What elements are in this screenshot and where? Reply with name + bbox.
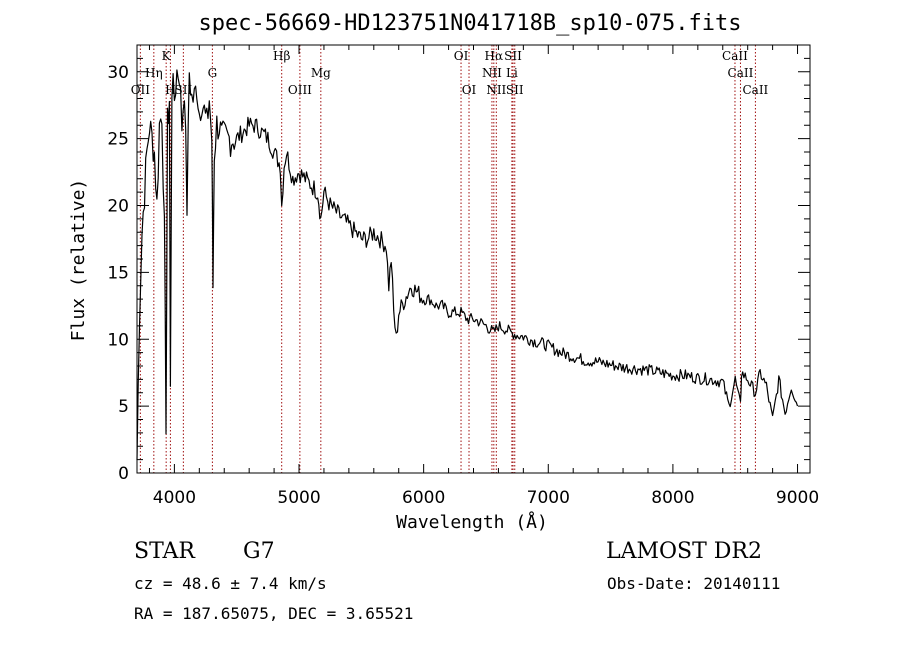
observation-date: Obs-Date: 20140111 [607, 574, 781, 593]
spectral-line-label: OII [131, 83, 151, 97]
chart-title: spec-56669-HD123751N041718B_sp10-075.fit… [198, 11, 741, 36]
spectral-line-label: SII [175, 83, 193, 97]
spectral-line-label: SII [504, 49, 522, 63]
x-tick-label: 6000 [402, 488, 445, 508]
spectral-line-label: Hα [485, 49, 504, 63]
x-tick-label: 9000 [776, 488, 819, 508]
spectral-line-label: OI [454, 49, 469, 63]
x-tick-label: 5000 [277, 488, 320, 508]
y-tick-label: 5 [118, 397, 129, 417]
spectrum-series-line [136, 69, 799, 461]
spectral-line-label: CaII [742, 83, 768, 97]
coordinates-readout: RA = 187.65075, DEC = 3.65521 [134, 604, 414, 623]
spectral-line-label: G [208, 66, 218, 80]
spectral-line-label: Hβ [273, 49, 290, 63]
plot-frame [136, 44, 811, 474]
spectral-line-label: H [165, 83, 175, 97]
x-tick-label: 4000 [153, 488, 196, 508]
redshift-readout: cz = 48.6 ± 7.4 km/s [134, 574, 327, 593]
y-tick-label: 20 [107, 197, 129, 217]
spectral-line-markers [139, 45, 756, 473]
y-axis: 0 5 10 15 20 25 30 [107, 44, 810, 484]
y-tick-label: 10 [107, 330, 129, 350]
spectral-line-label: CaII [728, 66, 754, 80]
y-tick-label: 0 [118, 464, 129, 484]
spectral-line-label: OIII [288, 83, 312, 97]
spectral-line-label: Li [506, 66, 518, 80]
y-tick-label: 15 [107, 263, 129, 283]
spectral-line-label: NII [482, 66, 502, 80]
spectral-line-label: K [162, 49, 172, 63]
spectral-line-label: Mg [311, 66, 331, 80]
survey-name: LAMOST DR2 [606, 539, 762, 564]
spectral-line-label: Hη [145, 66, 163, 80]
spectral-line-label: SII [506, 83, 524, 97]
spectral-line-label: OI [462, 83, 477, 97]
object-subclass: G7 [243, 539, 275, 564]
spectral-line-label: CaII [722, 49, 748, 63]
y-tick-label: 25 [107, 130, 129, 150]
object-class: STAR [134, 539, 195, 564]
x-tick-label: 7000 [527, 488, 570, 508]
x-tick-label: 8000 [651, 488, 694, 508]
spectral-line-label: NII [486, 83, 506, 97]
spectral-line-labels: OIIHηKHSIIGHβOIIIMgOIOINIIHαNIILiSIISIIC… [131, 49, 769, 97]
y-tick-label: 30 [107, 63, 129, 83]
x-axis: 4000 5000 6000 7000 8000 9000 [148, 45, 819, 508]
x-axis-label: Wavelength (Å) [396, 511, 548, 533]
y-axis-label: Flux (relative) [68, 179, 89, 342]
